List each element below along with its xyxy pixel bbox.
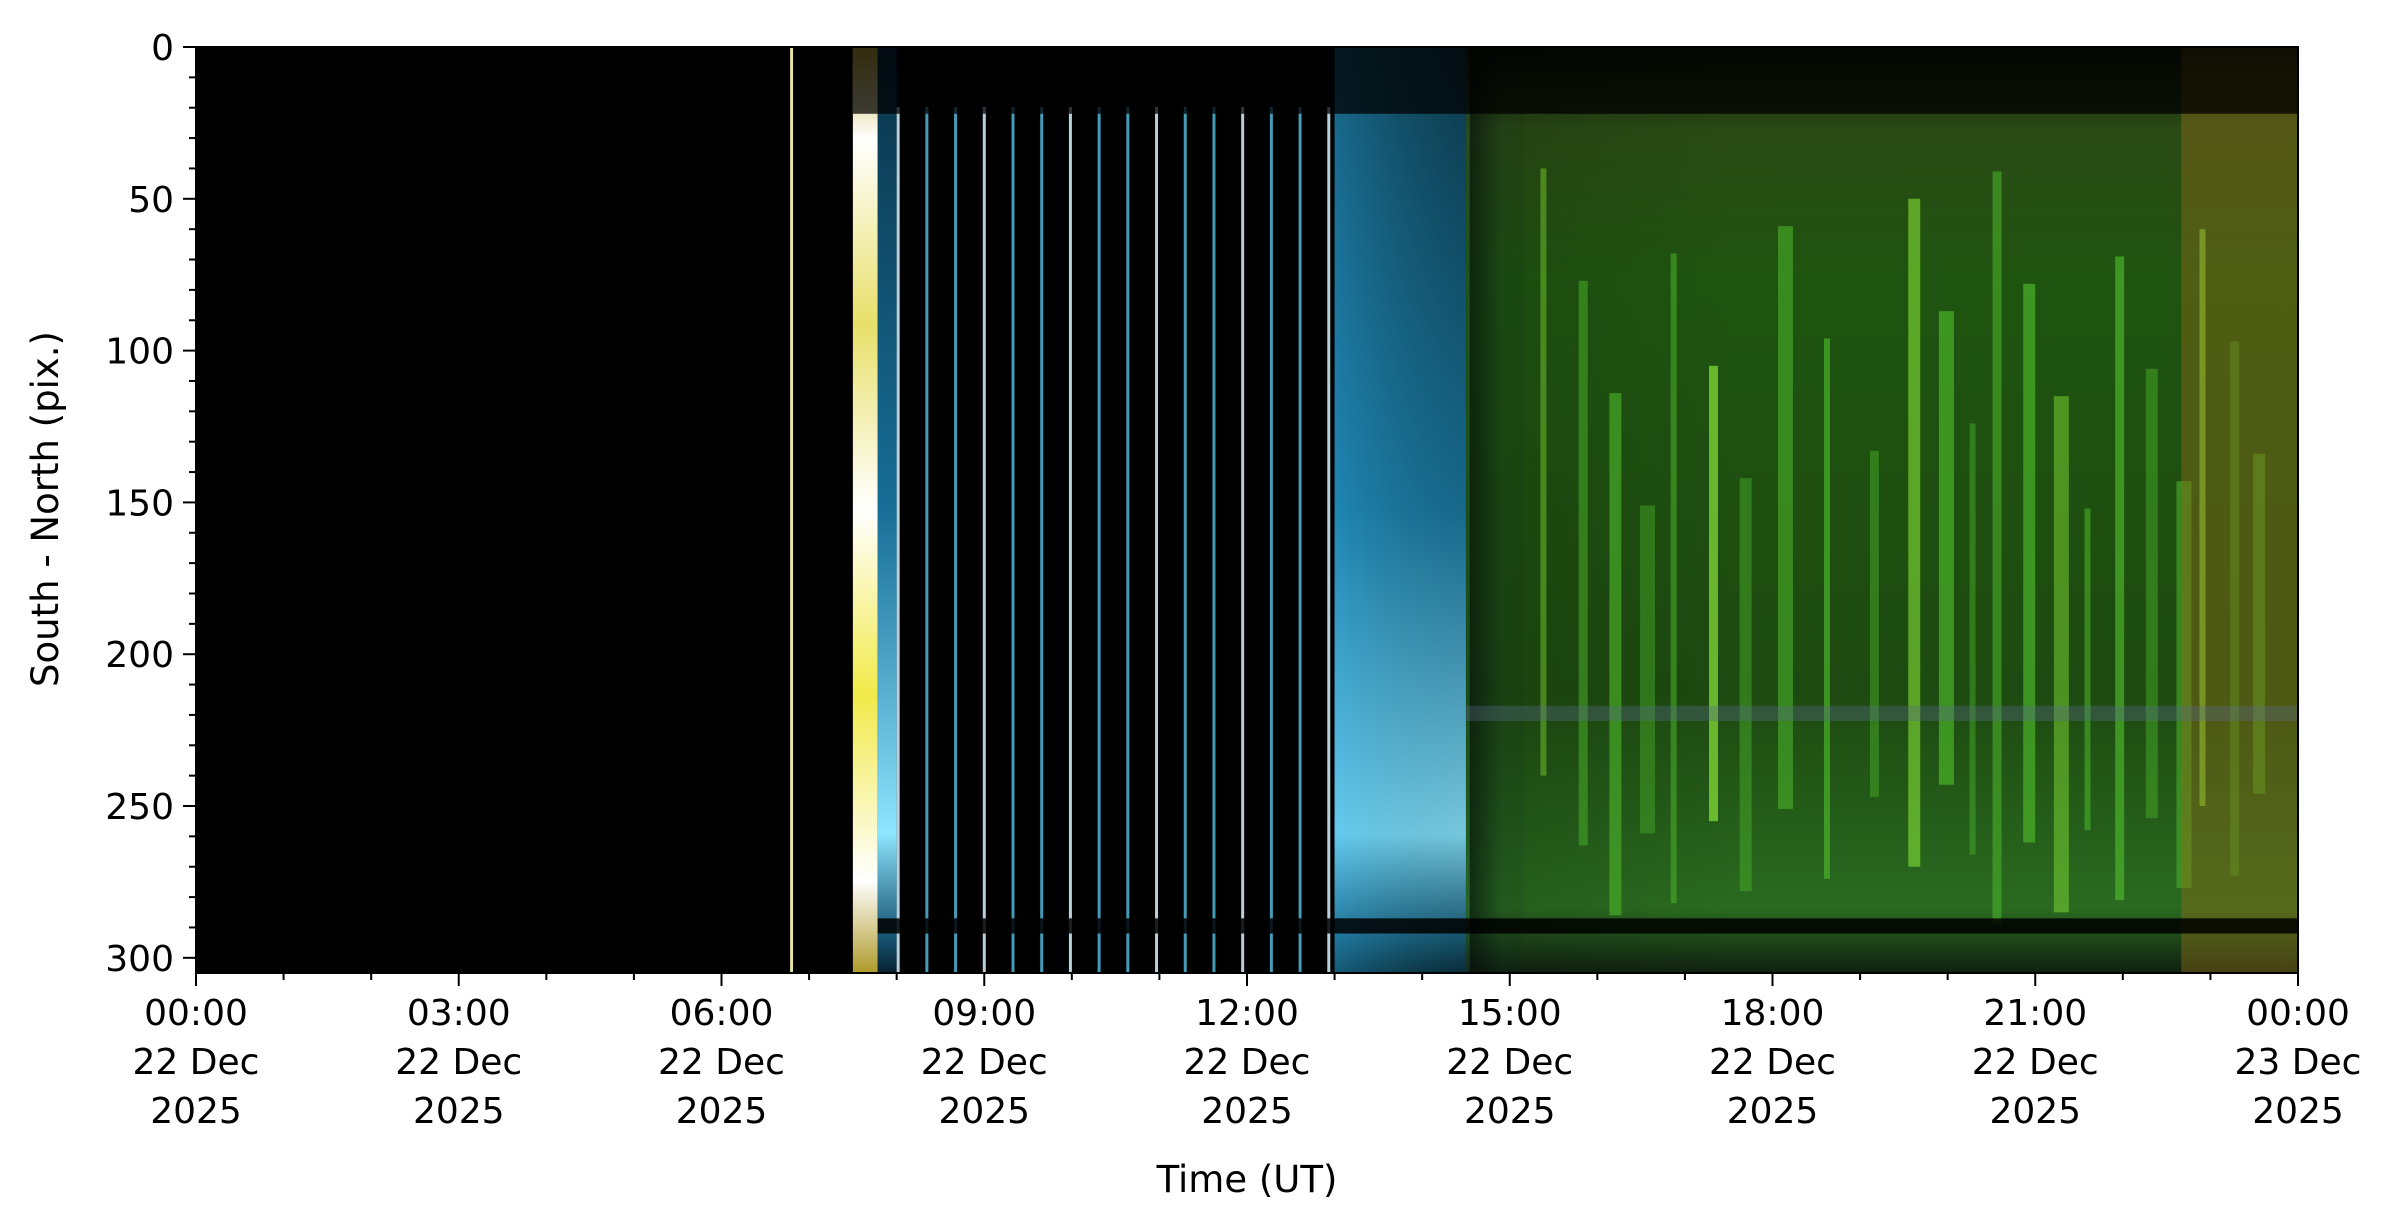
x-tick-label-line: 15:00 [1458,993,1562,1034]
y-tick-label: 0 [151,28,174,69]
y-tick-label: 50 [128,180,174,221]
x-axis: 00:00 22 Dec 2025 03:00 22 Dec 2025 06:00 22 De… [133,973,2362,1132]
keogram-feature-band-2 [877,47,897,973]
texture-line [954,107,958,973]
texture-line [1183,107,1187,973]
x-axis-title: Time (UT) [1156,1158,1338,1201]
x-tick-label-line: 2025 [2252,1091,2344,1132]
texture-aurora-streak [2230,341,2240,876]
texture-faint-band [1465,705,2298,722]
texture-aurora-streak [2145,368,2158,819]
keogram-feature-line-0 [790,47,794,973]
image-texture [852,47,2298,973]
x-tick-label: 06:00 22 Dec 2025 [658,993,785,1132]
texture-aurora-streak [1739,478,1752,892]
x-tick-label: 21:00 22 Dec 2025 [1972,993,2099,1132]
texture-line [925,107,929,973]
y-tick-label: 250 [105,787,174,828]
y-tick-label: 100 [105,332,174,373]
texture-green-fade [1469,47,1738,973]
texture-aurora-streak [2023,283,2036,843]
x-tick-label-line: 09:00 [932,993,1036,1034]
texture-aurora-streak [1908,198,1921,867]
x-tick-label-line: 22 Dec [1446,1042,1573,1083]
x-tick-label: 03:00 22 Dec 2025 [395,993,522,1132]
texture-line [1241,107,1245,973]
x-tick-label: 12:00 22 Dec 2025 [1184,993,1311,1132]
y-tick-label: 300 [105,939,174,980]
texture-bottom-shadow [877,918,2298,934]
x-tick-label-line: 12:00 [1195,993,1299,1034]
x-tick-label-line: 22 Dec [1184,1042,1311,1083]
texture-aurora-streak [2053,396,2069,913]
texture-line [982,107,986,973]
texture-line [1040,107,1044,973]
texture-line [1011,107,1015,973]
texture-aurora-streak [1777,226,1793,810]
y-tick-label: 150 [105,483,174,524]
texture-line [1327,107,1331,973]
x-tick-label-line: 22 Dec [1972,1042,2099,1083]
x-tick-label: 09:00 22 Dec 2025 [921,993,1048,1132]
x-tick-label-line: 2025 [1201,1091,1293,1132]
texture-aurora-streak [2199,229,2206,807]
x-tick-label-line: 2025 [150,1091,242,1132]
x-tick-label-line: 18:00 [1721,993,1825,1034]
keogram-feature-band-1 [852,47,878,973]
texture-line [1155,107,1159,973]
x-tick-label-line: 22 Dec [921,1042,1048,1083]
texture-aurora-streak [1823,338,1830,879]
x-tick-label-line: 2025 [1727,1091,1819,1132]
x-tick-label: 00:00 23 Dec 2025 [2235,993,2362,1132]
x-tick-label-line: 06:00 [670,993,774,1034]
texture-line [896,107,900,973]
x-tick-label: 00:00 22 Dec 2025 [133,993,260,1132]
x-tick-label: 18:00 22 Dec 2025 [1709,993,1836,1132]
texture-line [1097,107,1101,973]
texture-top-shadow [852,47,2298,114]
texture-aurora-streak [1969,423,1976,855]
y-tick-label: 200 [105,635,174,676]
texture-aurora-streak [1992,171,2002,925]
x-tick-label-line: 22 Dec [133,1042,260,1083]
x-tick-label-line: 22 Dec [658,1042,785,1083]
texture-line [1068,107,1072,973]
texture-line [1126,107,1130,973]
x-tick-label-line: 2025 [676,1091,768,1132]
x-tick-label-line: 2025 [413,1091,505,1132]
texture-line [1269,107,1273,973]
texture-aurora-streak [2176,481,2192,888]
texture-line [1212,107,1216,973]
y-axis-title: South - North (pix.) [24,331,67,687]
x-tick-label-line: 2025 [938,1091,1030,1132]
y-axis: 0 50 100 150 200 250 300 [105,28,196,980]
keogram-image [196,47,2298,973]
texture-aurora-streak [2253,453,2266,794]
texture-aurora-streak [1869,450,1879,797]
texture-aurora-streak [2084,508,2091,831]
x-tick-label-line: 21:00 [1983,993,2087,1034]
x-tick-label-line: 00:00 [144,993,248,1034]
x-tick-label-line: 03:00 [407,993,511,1034]
texture-line [1298,107,1302,973]
texture-aurora-streak [1938,311,1954,785]
x-tick-label-line: 23 Dec [2235,1042,2362,1083]
x-tick-label: 15:00 22 Dec 2025 [1446,993,1573,1132]
x-tick-label-line: 22 Dec [395,1042,522,1083]
texture-aurora-streak [2115,256,2125,901]
x-tick-label-line: 2025 [1464,1091,1556,1132]
x-tick-label-line: 2025 [1989,1091,2081,1132]
texture-amber-tint [2181,47,2298,973]
x-tick-label-line: 22 Dec [1709,1042,1836,1083]
x-tick-label-line: 00:00 [2246,993,2350,1034]
